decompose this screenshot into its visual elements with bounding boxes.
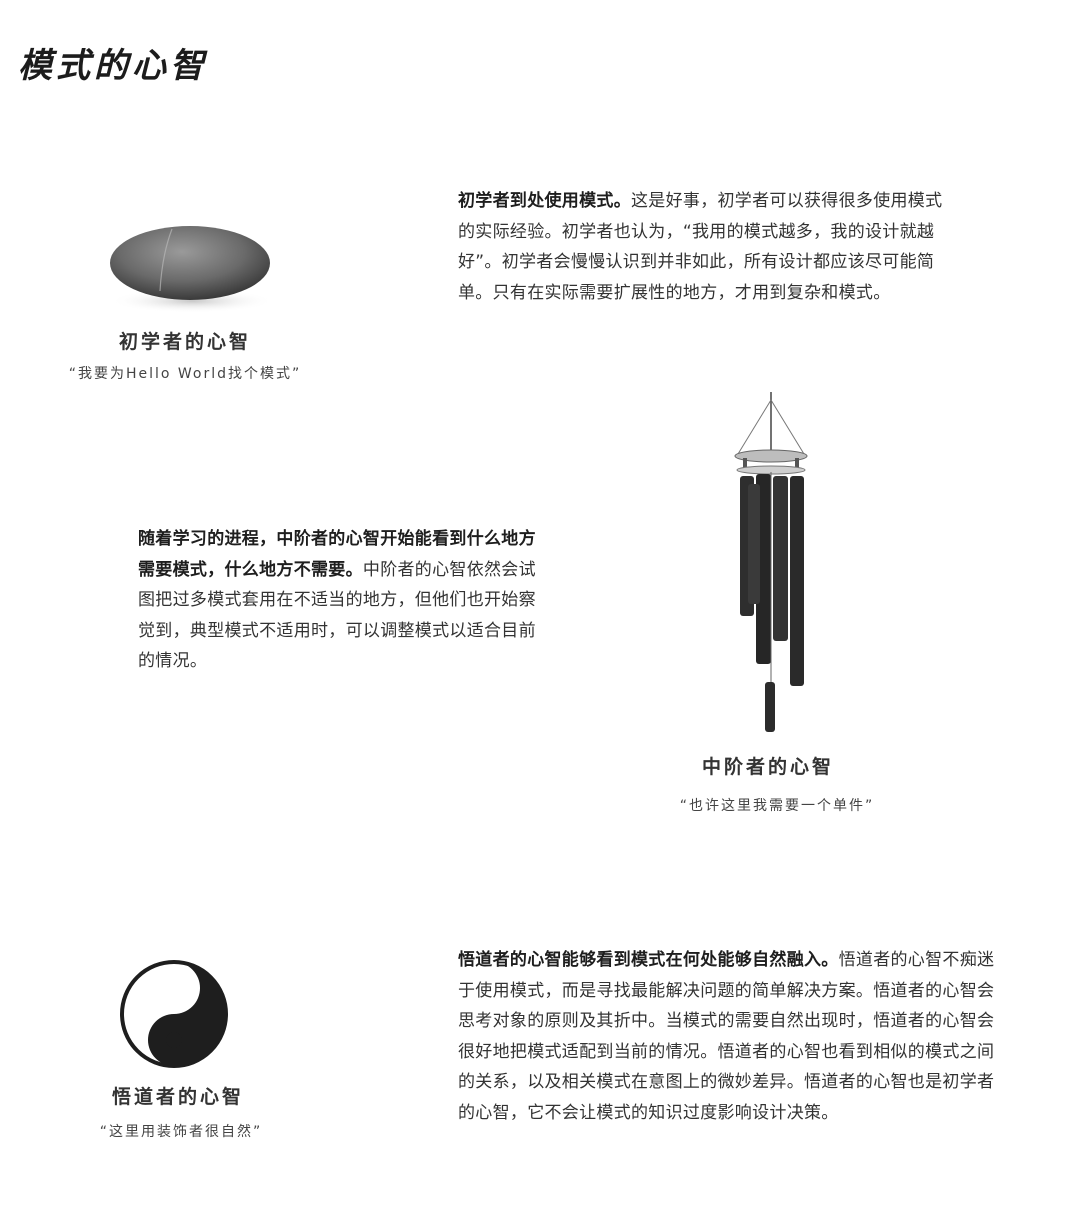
intermediate-caption-quote: “也许这里我需要一个单件” (679, 798, 875, 814)
zen-caption-title: 悟道者的心智 (111, 1086, 244, 1108)
zen-caption-quote: “这里用装饰者很自然” (99, 1124, 263, 1140)
intermediate-caption-title: 中阶者的心智 (701, 756, 834, 778)
beginner-body: 这是好事，初学者可以获得很多使用模式的实际经验。初学者也认为，“我用的模式越多，… (458, 191, 943, 303)
zen-lead: 悟道者的心智能够看到模式在何处能够自然融入。 (458, 950, 839, 970)
intermediate-lead: 随着学习的进程，中阶者的心智开始能看到什么地方需要模式，什么地方不需要。 (138, 529, 536, 580)
stone-illustration (100, 205, 280, 315)
zen-paragraph: 悟道者的心智能够看到模式在何处能够自然融入。悟道者的心智不痴迷于使用模式，而是寻… (458, 945, 998, 1128)
yin-yang-illustration (115, 958, 233, 1070)
beginner-paragraph: 初学者到处使用模式。这是好事，初学者可以获得很多使用模式的实际经验。初学者也认为… (458, 186, 946, 308)
beginner-caption-title: 初学者的心智 (118, 331, 251, 353)
wind-chime-illustration (716, 392, 826, 742)
page-title: 模式的心智 (18, 46, 208, 86)
zen-body: 悟道者的心智不痴迷于使用模式，而是寻找最能解决问题的简单解决方案。悟道者的心智会… (458, 950, 995, 1123)
beginner-caption-quote: “我要为Hello World找个模式” (68, 366, 302, 382)
intermediate-paragraph: 随着学习的进程，中阶者的心智开始能看到什么地方需要模式，什么地方不需要。中阶者的… (138, 524, 550, 677)
beginner-lead: 初学者到处使用模式。 (458, 191, 631, 211)
intermediate-body: 中阶者的心智依然会试图把过多模式套用在不适当的地方，但他们也开始察觉到，典型模式… (138, 559, 536, 672)
